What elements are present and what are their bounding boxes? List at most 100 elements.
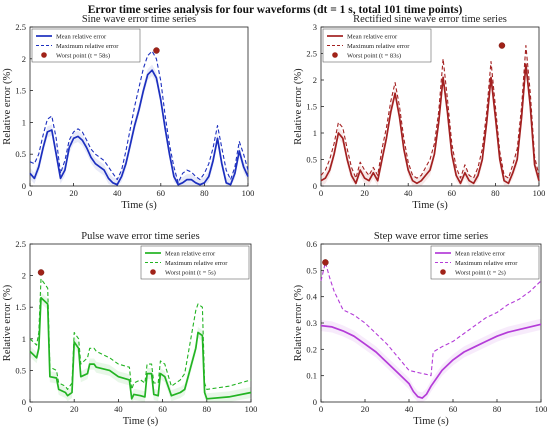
y-tick-label: 0.2	[306, 344, 317, 354]
y-tick-label: 0	[313, 397, 317, 407]
x-tick-label: 80	[203, 404, 212, 414]
x-tick-label: 100	[242, 188, 255, 198]
x-tick-label: 100	[533, 188, 546, 198]
y-tick-label: 1	[22, 117, 26, 127]
y-tick-label: 0.6	[306, 239, 317, 249]
mean-error-line	[320, 323, 542, 399]
y-tick-label: 2.5	[15, 22, 26, 32]
legend-entry: Mean relative error	[56, 34, 107, 41]
x-axis-label: Time (s)	[412, 200, 448, 211]
x-tick-label: 20	[69, 188, 78, 198]
x-tick-label: 0	[319, 404, 323, 414]
legend-box	[322, 28, 432, 63]
figure-title: Error time series analysis for four wave…	[87, 4, 463, 16]
worst-point-marker	[322, 259, 329, 266]
y-tick-label: 0.4	[306, 292, 317, 302]
worst-point-marker	[37, 269, 45, 276]
legend: Mean relative error Maximum relative erro…	[322, 28, 432, 63]
chart-title: Pulse wave error time series	[81, 231, 199, 242]
y-tick-label: 1.5	[15, 86, 26, 96]
chart-title: Step wave error time series	[374, 231, 488, 242]
y-tick-label: 2	[313, 75, 317, 85]
x-tick-label: 0	[319, 188, 323, 198]
x-tick-label: 40	[114, 404, 123, 414]
legend-box	[140, 245, 250, 280]
plot-frame	[29, 26, 249, 187]
chart-title: Sine wave error time series	[82, 14, 196, 25]
x-tick-label: 20	[361, 404, 370, 414]
x-tick-label: 80	[200, 188, 209, 198]
x-tick-label: 100	[245, 404, 258, 414]
legend-box	[31, 28, 141, 63]
x-tick-label: 60	[157, 188, 166, 198]
y-tick-label: 2	[22, 271, 26, 281]
y-tick-label: 0.5	[306, 265, 317, 275]
y-tick-label: 2.5	[15, 239, 26, 249]
y-tick-label: 1.5	[306, 102, 317, 112]
mean-error-line	[29, 69, 249, 186]
worst-point-marker	[153, 47, 160, 54]
y-tick-label: 0.1	[306, 371, 317, 381]
legend-marker-icon	[440, 269, 446, 275]
y-tick-label: 0.5	[15, 149, 26, 159]
legend-marker-icon	[150, 269, 156, 275]
y-axis-label: Relative error (%)	[2, 68, 13, 145]
y-tick-label: 0	[313, 181, 317, 191]
legend-entry: Mean relative error	[455, 251, 506, 258]
y-tick-label: 1.5	[15, 302, 26, 312]
y-axis-label: Relative error (%)	[293, 284, 304, 361]
y-axis-label: Relative error (%)	[293, 68, 304, 145]
max-error-line	[320, 261, 542, 377]
chart-title: Rectified sine wave error time series	[353, 14, 507, 25]
legend: Mean relative error Maximum relative erro…	[140, 245, 250, 280]
mean-error-line	[320, 63, 540, 185]
max-error-line	[320, 45, 540, 179]
x-tick-label: 60	[158, 404, 167, 414]
legend-entry: Maximum relative error	[347, 43, 410, 50]
chart-4: Step wave error time series 0 20 40 60 80 100 0…	[293, 231, 547, 427]
x-tick-label: 80	[491, 188, 500, 198]
x-tick-label: 60	[448, 188, 457, 198]
error-band	[321, 58, 539, 186]
x-tick-label: 80	[493, 404, 502, 414]
y-axis-label: Relative error (%)	[2, 284, 13, 361]
legend-entry: Maximum relative error	[56, 43, 119, 50]
x-tick-label: 40	[405, 404, 414, 414]
x-tick-label: 40	[404, 188, 413, 198]
error-band	[321, 318, 541, 402]
mean-error-line	[29, 296, 252, 400]
legend-entry: Mean relative error	[165, 251, 216, 258]
x-tick-label: 60	[449, 404, 458, 414]
y-tick-label: 0	[22, 397, 26, 407]
x-axis-label: Time (s)	[123, 416, 159, 427]
y-tick-label: 0	[22, 181, 26, 191]
legend-entry: Worst point (t = 83s)	[347, 53, 401, 60]
legend-entry: Maximum relative error	[455, 260, 518, 267]
legend-entry: Mean relative error	[347, 34, 398, 41]
x-tick-label: 20	[70, 404, 79, 414]
legend-entry: Worst point (t = 2s)	[455, 270, 506, 277]
x-tick-label: 0	[28, 404, 32, 414]
x-tick-label: 100	[535, 404, 548, 414]
x-tick-label: 20	[360, 188, 369, 198]
legend-entry: Worst point (t = 5s)	[165, 270, 216, 277]
legend-marker-icon	[41, 52, 47, 58]
y-tick-label: 1	[313, 128, 317, 138]
legend-marker-icon	[332, 52, 338, 58]
worst-point-marker	[498, 42, 506, 49]
x-tick-label: 40	[113, 188, 122, 198]
y-tick-label: 1	[22, 334, 26, 344]
max-error-line	[29, 50, 249, 184]
legend-entry: Worst point (t = 58s)	[56, 53, 110, 60]
chart-1: Sine wave error time series 0 20 40 60 80 100 0…	[2, 14, 254, 211]
legend-entry: Maximum relative error	[165, 260, 228, 267]
legend: Mean relative error Maximum relative erro…	[31, 28, 141, 63]
y-tick-label: 3	[313, 22, 317, 32]
x-axis-label: Time (s)	[413, 416, 449, 427]
plot-frame	[29, 243, 252, 403]
legend: Mean relative error Maximum relative erro…	[430, 245, 540, 280]
